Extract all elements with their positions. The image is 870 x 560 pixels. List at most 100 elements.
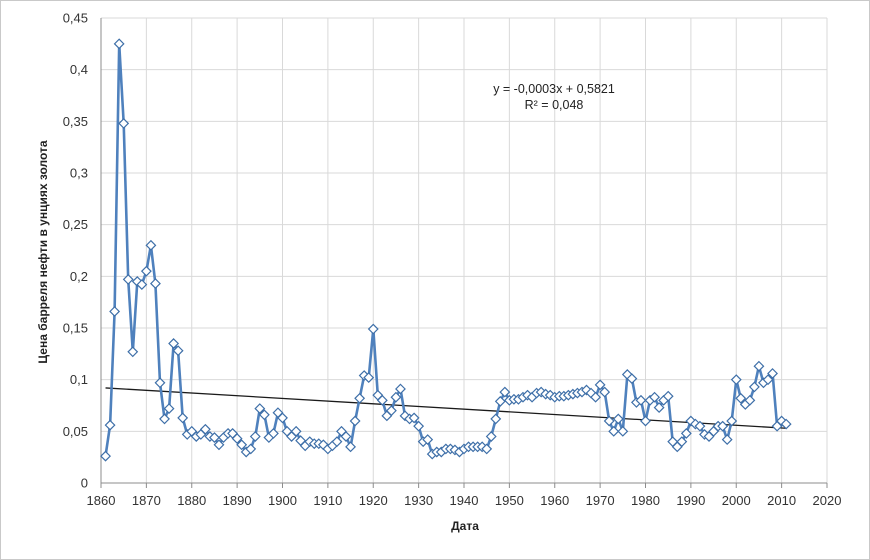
data-point	[662, 390, 674, 402]
y-axis-title: Цена барреля нефти в унциях золота	[36, 140, 50, 364]
y-tick-label: 0,35	[63, 114, 88, 129]
x-tick-label: 1920	[359, 493, 388, 508]
y-tick-label: 0,3	[70, 166, 88, 181]
x-tick-label: 2010	[767, 493, 796, 508]
data-point	[726, 415, 738, 427]
y-tick-label: 0,45	[63, 11, 88, 26]
r-squared: R² = 0,048	[525, 98, 584, 112]
data-point	[422, 434, 434, 446]
data-point	[694, 420, 706, 432]
data-point	[140, 265, 152, 277]
data-point	[490, 413, 502, 425]
data-point	[395, 383, 406, 395]
axes	[100, 18, 828, 488]
data-point	[136, 279, 148, 291]
data-point	[267, 427, 279, 439]
data-point	[109, 306, 121, 317]
x-tick-label: 1860	[87, 493, 116, 508]
data-point	[481, 443, 493, 455]
y-tick-label: 0,15	[63, 321, 88, 336]
data-point	[277, 412, 288, 424]
data-point	[717, 420, 729, 432]
data-point	[485, 431, 497, 442]
data-point	[649, 391, 661, 403]
x-tick-label: 1960	[540, 493, 569, 508]
data-point	[118, 117, 130, 129]
data-point	[354, 392, 366, 404]
x-tick-label: 1890	[223, 493, 252, 508]
data-point	[367, 323, 379, 335]
trend-equation: y = -0,0003x + 0,5821	[493, 82, 615, 96]
data-point	[594, 379, 606, 391]
x-axis-title: Дата	[451, 519, 479, 533]
x-tick-label: 1980	[631, 493, 660, 508]
y-tick-label: 0,2	[70, 269, 88, 284]
x-tick-labels: 1860 1870 1880 1890 1900 1910 1920 1930 1940 1950…	[87, 493, 842, 508]
data-point	[735, 392, 747, 404]
y-tick-label: 0,05	[63, 424, 88, 439]
data-point	[753, 360, 765, 372]
x-tick-label: 1930	[404, 493, 433, 508]
data-point	[730, 374, 742, 386]
data-point	[113, 38, 125, 50]
trendline	[105, 387, 787, 429]
data-point	[150, 278, 161, 290]
x-tick-label: 1940	[450, 493, 479, 508]
data-point	[762, 374, 774, 386]
data-point	[603, 415, 615, 427]
x-tick-label: 1970	[586, 493, 615, 508]
x-tick-label: 1900	[268, 493, 297, 508]
x-tick-label: 1870	[132, 493, 161, 508]
data-point	[168, 338, 180, 349]
data-point	[163, 403, 175, 415]
data-point	[780, 418, 792, 430]
data-point	[100, 450, 111, 462]
data-point	[127, 346, 139, 358]
data-point	[213, 439, 225, 451]
x-tick-label: 1880	[177, 493, 206, 508]
data-point	[617, 425, 629, 437]
y-tick-label: 0,1	[70, 372, 88, 387]
data-point	[199, 423, 211, 435]
data-point	[744, 394, 756, 406]
data-point	[390, 391, 402, 403]
data-point	[349, 415, 361, 427]
series-group	[100, 38, 792, 462]
data-point	[653, 402, 665, 414]
data-point	[231, 433, 243, 445]
data-point	[208, 432, 220, 443]
data-point	[408, 412, 420, 424]
x-tick-label: 1910	[313, 493, 342, 508]
x-tick-label: 2020	[813, 493, 842, 508]
data-point	[608, 425, 620, 437]
data-point	[172, 345, 184, 357]
data-point	[159, 413, 170, 425]
data-point	[385, 405, 397, 417]
data-point	[258, 409, 270, 421]
data-point	[676, 436, 688, 448]
data-point	[635, 394, 647, 406]
data-point	[721, 434, 733, 446]
data-point	[104, 419, 116, 431]
data-point	[249, 431, 261, 442]
data-point	[236, 439, 248, 451]
data-point	[376, 394, 388, 406]
data-point	[340, 431, 352, 442]
x-tick-label: 1950	[495, 493, 524, 508]
data-point	[363, 372, 375, 384]
y-tick-label: 0,4	[70, 62, 88, 77]
data-point	[290, 425, 302, 437]
data-point	[122, 273, 134, 285]
data-point	[680, 427, 692, 439]
x-tick-label: 2000	[722, 493, 751, 508]
data-point	[154, 377, 166, 389]
data-point	[590, 391, 602, 403]
data-point	[499, 386, 511, 398]
data-point	[254, 403, 266, 415]
data-point	[245, 443, 257, 455]
data-point	[767, 368, 778, 379]
data-point	[494, 395, 506, 407]
gridlines	[101, 17, 828, 483]
